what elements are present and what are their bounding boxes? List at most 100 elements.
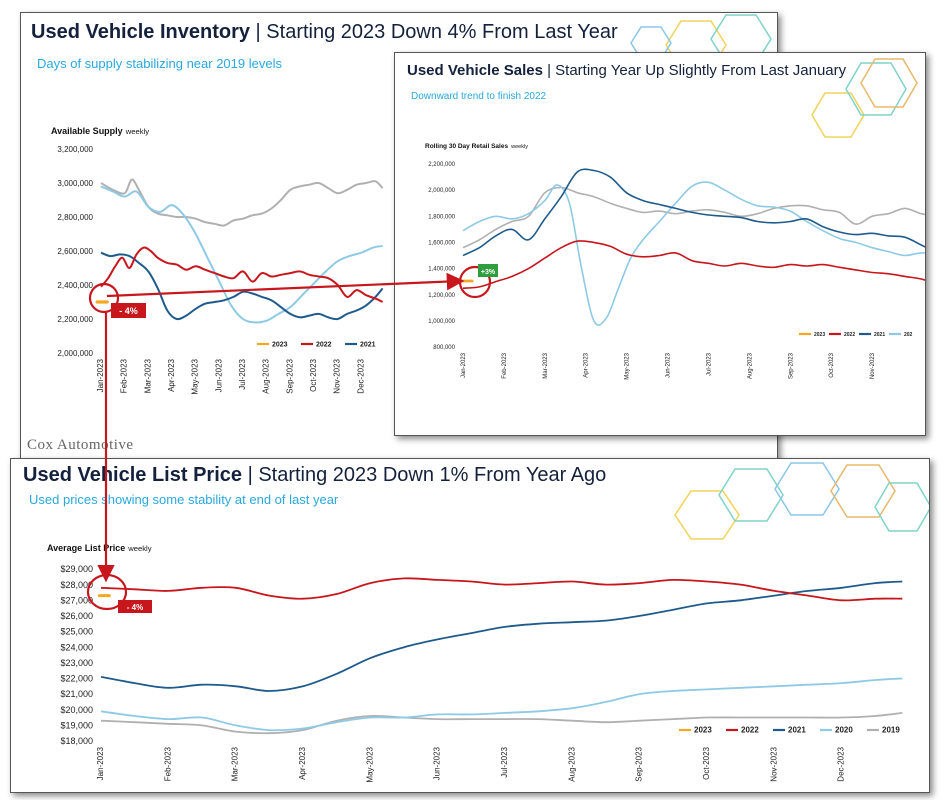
inventory-ytick-label: 3,200,000 — [57, 145, 93, 154]
inventory-subtitle: Days of supply stabilizing near 2019 lev… — [37, 56, 282, 71]
inventory-ytick-label: 2,400,000 — [57, 281, 93, 290]
price-chart-title: Average List Price weekly — [47, 543, 152, 553]
inventory-series-2020-line — [100, 178, 384, 227]
sales-xtick-label: Mar-2023 — [543, 352, 549, 378]
sales-ytick-label: 1,400,000 — [428, 267, 455, 273]
sales-ytick-label: 800,000 — [433, 345, 455, 351]
price-chart-title-suffix: weekly — [128, 544, 152, 553]
price-ytick-label: $25,000 — [60, 627, 93, 637]
inventory-ytick-label: 3,000,000 — [57, 179, 93, 188]
price-hex-decor — [674, 462, 929, 540]
cox-automotive-logo: Cox Automotive — [27, 437, 134, 453]
inventory-legend-label-2023: 2023 — [272, 341, 288, 348]
sales-title-rest: | Starting Year Up Slightly From Last Ja… — [547, 62, 847, 79]
price-xtick-label: Oct-2023 — [702, 746, 711, 779]
inventory-xtick-label: Apr-2023 — [167, 358, 176, 391]
inventory-ytick-label: 2,000,000 — [57, 349, 93, 358]
sales-chart-title: Rolling 30 Day Retail Sales weekly — [425, 143, 528, 150]
sales-xtick-label: Oct-2023 — [829, 352, 835, 377]
sales-series-2019-line — [462, 186, 925, 249]
sales-legend-label-2023: 2023 — [814, 332, 825, 338]
price-xtick-label: Mar-2023 — [231, 746, 240, 781]
inventory-chart-title-text: Available Supply — [51, 126, 123, 136]
inventory-xtick-label: Dec-2023 — [356, 358, 365, 393]
inventory-xtick-label: Jan-2023 — [96, 358, 105, 392]
price-series-2021-line — [100, 580, 903, 692]
price-series-2020-line — [100, 677, 903, 732]
price-ytick-label: $22,000 — [60, 674, 93, 684]
sales-ytick-label: 1,800,000 — [428, 214, 455, 220]
price-title: Used Vehicle List Price | Starting 2023 … — [23, 464, 606, 487]
inventory-ytick-label: 2,600,000 — [57, 247, 93, 256]
price-ytick-label: $20,000 — [60, 705, 93, 715]
sales-chart: 800,000 1,000,000 1,200,000 1,400,000 1,600,… — [428, 162, 925, 380]
sales-slide: Used Vehicle Sales | Starting Year Up Sl… — [394, 52, 926, 436]
inventory-chart-title-suffix: weekly — [125, 127, 150, 136]
inventory-title-rest: | Starting 2023 Down 4% From Last Year — [255, 21, 618, 43]
inventory-series-2021-line — [100, 251, 384, 321]
price-xtick-label: Apr-2023 — [298, 746, 307, 779]
price-ytick-label: $24,000 — [60, 642, 93, 652]
inventory-xtick-label: Jul-2023 — [238, 358, 247, 389]
price-ytick-label: $27,000 — [60, 595, 93, 605]
sales-xtick-label: Jan-2023 — [461, 352, 467, 378]
price-legend-label-2020: 2020 — [835, 726, 853, 735]
inventory-ytick-label: 2,800,000 — [57, 213, 93, 222]
inventory-xtick-label: Jun-2023 — [214, 358, 223, 392]
inventory-xtick-label: Sep-2023 — [285, 358, 294, 393]
price-title-bold: Used Vehicle List Price — [23, 464, 242, 486]
price-legend-label-2022: 2022 — [741, 726, 759, 735]
price-xtick-label: Sep-2023 — [635, 746, 644, 781]
price-series-2022-line — [100, 577, 903, 602]
price-ytick-label: $26,000 — [60, 611, 93, 621]
inventory-xtick-label: Aug-2023 — [262, 358, 271, 393]
sales-xtick-label: Sep-2023 — [788, 352, 794, 379]
price-legend-label-2019: 2019 — [882, 726, 900, 735]
price-xtick-label: Jul-2023 — [500, 746, 509, 777]
price-chart: $18,000 $19,000 $20,000 $21,000 $22,000 $23,0… — [60, 564, 903, 783]
price-title-rest: | Starting 2023 Down 1% From Year Ago — [247, 464, 607, 486]
sales-title: Used Vehicle Sales | Starting Year Up Sl… — [407, 62, 846, 79]
sales-ytick-label: 2,000,000 — [428, 188, 455, 194]
inventory-legend-label-2021: 2021 — [360, 341, 376, 348]
price-xtick-label: Dec-2023 — [837, 746, 846, 781]
price-xtick-label: Jan-2023 — [96, 746, 105, 780]
sales-ytick-label: 1,200,000 — [428, 293, 455, 299]
price-ytick-label: $23,000 — [60, 658, 93, 668]
sales-ytick-label: 1,600,000 — [428, 241, 455, 247]
inventory-chart-title: Available Supply weekly — [51, 126, 149, 136]
price-ytick-label: $28,000 — [60, 580, 93, 590]
inventory-legend-label-2022: 2022 — [316, 341, 332, 348]
inventory-ytick-label: 2,200,000 — [57, 315, 93, 324]
price-ytick-label: $21,000 — [60, 689, 93, 699]
inventory-title-bold: Used Vehicle Inventory — [31, 21, 250, 43]
inventory-xtick-label: Feb-2023 — [120, 358, 129, 393]
sales-title-bold: Used Vehicle Sales — [407, 62, 543, 79]
price-ytick-label: $18,000 — [60, 736, 93, 746]
price-series-2019-line — [100, 712, 903, 735]
price-slide: Used Vehicle List Price | Starting 2023 … — [10, 458, 930, 793]
sales-xtick-label: Feb-2023 — [502, 352, 508, 378]
price-ytick-label: $19,000 — [60, 721, 93, 731]
inventory-xtick-label: Oct-2023 — [309, 358, 318, 391]
inventory-series-2022-line — [100, 246, 384, 303]
sales-ytick-label: 2,200,000 — [428, 162, 455, 168]
inventory-title: Used Vehicle Inventory | Starting 2023 D… — [31, 21, 618, 44]
sales-legend-label-2021: 2021 — [874, 332, 885, 338]
price-xtick-label: Feb-2023 — [163, 746, 172, 781]
sales-legend-label-2022: 2022 — [844, 332, 855, 338]
price-ytick-label: $29,000 — [60, 564, 93, 574]
sales-hex-decor — [811, 58, 918, 138]
sales-xtick-label: Jul-2023 — [706, 352, 712, 376]
price-xtick-label: Aug-2023 — [567, 746, 576, 781]
inventory-series-2019-line — [100, 185, 383, 324]
price-xtick-label: May-2023 — [365, 746, 374, 782]
inventory-xtick-label: Nov-2023 — [333, 358, 342, 393]
sales-subtitle: Downward trend to finish 2022 — [411, 91, 547, 102]
sales-xtick-label: Nov-2023 — [870, 352, 876, 379]
price-legend-label-2023: 2023 — [694, 726, 712, 735]
sales-series-202-line — [462, 181, 925, 326]
sales-xtick-label: May-2023 — [625, 352, 631, 379]
inventory-xtick-label: May-2023 — [191, 358, 200, 394]
inventory-xtick-label: Mar-2023 — [143, 358, 152, 393]
